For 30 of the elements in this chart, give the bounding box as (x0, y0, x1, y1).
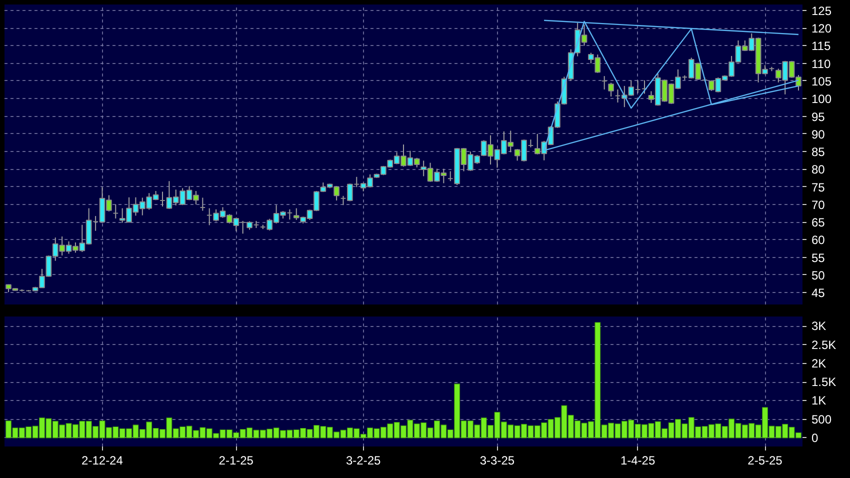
y-tick-label: 60 (812, 233, 826, 248)
y-tick-label: 1K (812, 394, 826, 408)
x-tick-label: 2-12-24 (82, 454, 124, 468)
y-tick-label: 3K (812, 319, 826, 334)
x-tick-label: 3-3-25 (480, 454, 515, 468)
y-tick-label: 85 (812, 145, 826, 160)
y-tick-label: 100 (812, 92, 832, 106)
y-tick-label: 500 (812, 412, 832, 426)
y-tick-label: 55 (812, 250, 826, 265)
y-tick-label: 0 (812, 430, 818, 445)
y-tick-label: 90 (812, 127, 826, 142)
y-tick-label: 125 (812, 4, 832, 18)
y-tick-label: 65 (812, 216, 826, 230)
y-tick-label: 95 (812, 110, 826, 124)
x-tick-label: 1-4-25 (620, 454, 656, 468)
y-tick-label: 70 (812, 198, 826, 212)
y-tick-label: 110 (812, 56, 831, 71)
y-tick-label: 50 (812, 268, 826, 282)
x-tick-label: 2-5-25 (748, 454, 783, 468)
y-tick-label: 105 (812, 74, 832, 88)
y-tick-label: 2K (812, 356, 826, 370)
x-tick-label: 3-2-25 (346, 454, 381, 468)
y-tick-label: 45 (812, 286, 826, 300)
x-tick-label: 2-1-25 (218, 454, 254, 468)
y-tick-label: 75 (812, 180, 826, 194)
y-tick-label: 120 (812, 22, 832, 36)
y-tick-label: 1.5K (812, 375, 836, 390)
y-tick-label: 115 (812, 39, 831, 54)
y-tick-label: 80 (812, 162, 826, 177)
y-tick-label: 2.5K (812, 338, 836, 352)
